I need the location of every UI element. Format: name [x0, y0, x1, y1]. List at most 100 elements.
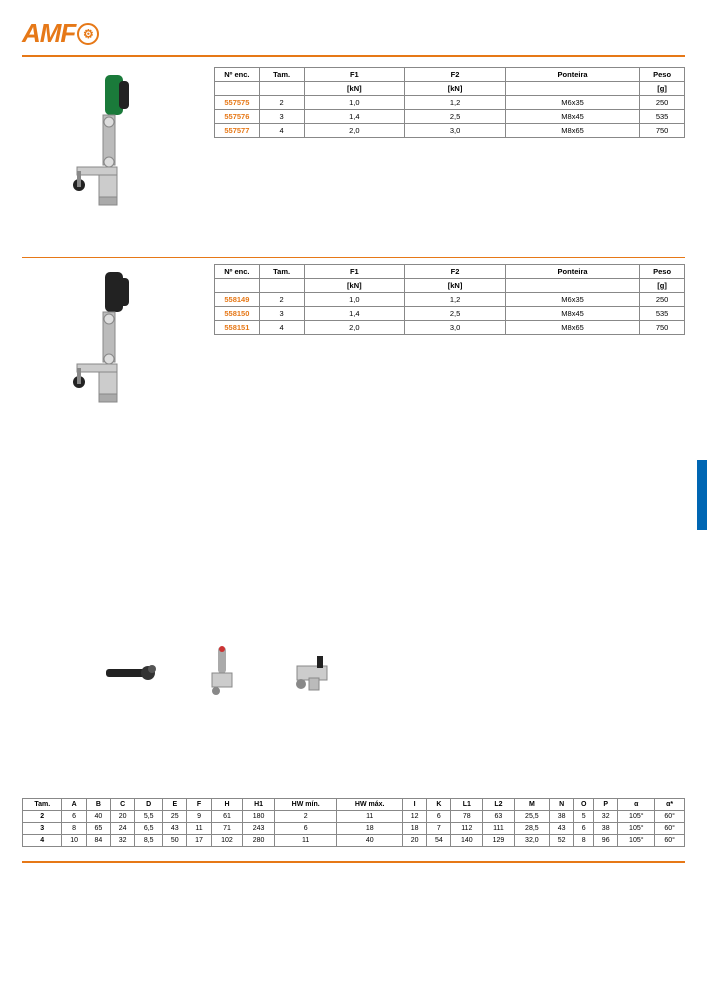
- spec-table-1: Nº enc.Tam.F1F2PonteiraPeso [kN][kN][g] …: [214, 67, 685, 138]
- table-header: HW máx.: [337, 799, 403, 811]
- table-cell: M6x35: [505, 293, 639, 307]
- section-2: Nº enc.Tam.F1F2PonteiraPeso [kN][kN][g] …: [22, 264, 685, 444]
- table-cell: 6: [574, 823, 594, 835]
- table-header: α*: [655, 799, 685, 811]
- table-cell: 2: [274, 811, 337, 823]
- table-header: F2: [405, 68, 506, 82]
- table-cell: 3: [259, 110, 304, 124]
- table-cell: 5,5: [135, 811, 163, 823]
- table-cell: 105°: [618, 823, 655, 835]
- thumb-3-icon: [282, 638, 342, 708]
- product-image-1: [22, 67, 202, 247]
- table-cell: 112: [451, 823, 483, 835]
- table-header: F: [187, 799, 211, 811]
- table-cell: 25,5: [514, 811, 549, 823]
- table-cell: 557577: [215, 124, 260, 138]
- table-header: B: [86, 799, 110, 811]
- table-cell: 4: [259, 321, 304, 335]
- table-cell: 243: [243, 823, 275, 835]
- divider: [22, 55, 685, 57]
- table-cell: 2,5: [405, 307, 506, 321]
- table-header: Tam.: [259, 68, 304, 82]
- table-cell: 1,0: [304, 96, 405, 110]
- table-header: H: [211, 799, 243, 811]
- table-cell: 2: [23, 811, 62, 823]
- table-cell: 102: [211, 835, 243, 847]
- table-header: D: [135, 799, 163, 811]
- table-cell: 535: [640, 110, 685, 124]
- table-cell: 9: [187, 811, 211, 823]
- table-cell: 40: [337, 835, 403, 847]
- table-cell: 25: [163, 811, 187, 823]
- table-header: M: [514, 799, 549, 811]
- logo: AMF ⚙: [22, 18, 685, 49]
- table-header: Peso: [640, 68, 685, 82]
- dimensions-table: Tam.ABCDEFHH1HW mín.HW máx.IKL1L2MNOPαα*…: [22, 798, 685, 847]
- table-row: 55815031,42,5M8x45535: [215, 307, 685, 321]
- product-image-2: [22, 264, 202, 444]
- clamp-green-icon: [57, 67, 167, 247]
- table-cell: 2,5: [405, 110, 506, 124]
- table-cell: 3: [23, 823, 62, 835]
- table-cell: 10: [62, 835, 86, 847]
- table-cell: 558151: [215, 321, 260, 335]
- table-cell: 65: [86, 823, 110, 835]
- table-cell: 8: [574, 835, 594, 847]
- table-cell: 6: [274, 823, 337, 835]
- table-cell: M8x65: [505, 321, 639, 335]
- table-subheader: [kN]: [405, 82, 506, 96]
- table-subheader: [kN]: [304, 279, 405, 293]
- table-cell: M8x65: [505, 124, 639, 138]
- table-cell: 6: [62, 811, 86, 823]
- table-subheader: [505, 279, 639, 293]
- table-cell: 2: [259, 293, 304, 307]
- table-header: I: [402, 799, 426, 811]
- table-header: Tam.: [259, 265, 304, 279]
- table-cell: 6: [427, 811, 451, 823]
- table-cell: 20: [402, 835, 426, 847]
- table-cell: 250: [640, 293, 685, 307]
- table-cell: 535: [640, 307, 685, 321]
- table-cell: 3,0: [405, 124, 506, 138]
- table-cell: 111: [483, 823, 515, 835]
- table-cell: 18: [402, 823, 426, 835]
- section-1: Nº enc.Tam.F1F2PonteiraPeso [kN][kN][g] …: [22, 67, 685, 247]
- table-cell: 78: [451, 811, 483, 823]
- table-row: 41084328,550171022801140205414012932,052…: [23, 835, 685, 847]
- table-header: Nº enc.: [215, 265, 260, 279]
- logo-text: AMF: [22, 18, 75, 49]
- table-cell: 750: [640, 321, 685, 335]
- table-header: L1: [451, 799, 483, 811]
- table-cell: 28,5: [514, 823, 549, 835]
- table-cell: 63: [483, 811, 515, 823]
- table-header: Tam.: [23, 799, 62, 811]
- table-cell: 12: [402, 811, 426, 823]
- table-cell: 4: [259, 124, 304, 138]
- table-row: 55757631,42,5M8x45535: [215, 110, 685, 124]
- table-cell: 3: [259, 307, 304, 321]
- table-cell: M8x45: [505, 110, 639, 124]
- table-cell: 11: [274, 835, 337, 847]
- table-cell: 54: [427, 835, 451, 847]
- table-header: Nº enc.: [215, 68, 260, 82]
- table-cell: 1,4: [304, 110, 405, 124]
- table-header: Ponteira: [505, 68, 639, 82]
- table-cell: 52: [550, 835, 574, 847]
- table-subheader: [215, 82, 260, 96]
- thumb-1-icon: [102, 638, 162, 708]
- table-cell: 1,4: [304, 307, 405, 321]
- table-cell: 1,0: [304, 293, 405, 307]
- table-header: A: [62, 799, 86, 811]
- table-subheader: [g]: [640, 279, 685, 293]
- clamp-black-icon: [57, 264, 167, 444]
- table-cell: 96: [594, 835, 618, 847]
- table-subheader: [kN]: [405, 279, 506, 293]
- table-header: F1: [304, 265, 405, 279]
- table-subheader: [505, 82, 639, 96]
- table-cell: 1,2: [405, 96, 506, 110]
- table-row: 55757521,01,2M6x35250: [215, 96, 685, 110]
- table-cell: 24: [110, 823, 134, 835]
- table-cell: 2,0: [304, 321, 405, 335]
- table-header: O: [574, 799, 594, 811]
- table-cell: 6,5: [135, 823, 163, 835]
